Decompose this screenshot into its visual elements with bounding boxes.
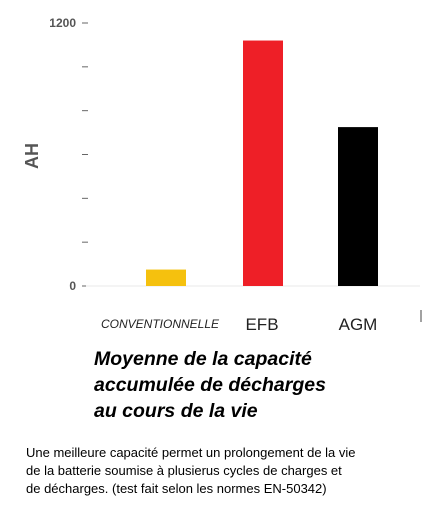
chart-caption: Moyenne de la capacité accumulée de déch… xyxy=(94,346,434,424)
caption-line: accumulée de décharges xyxy=(94,374,326,396)
category-label: AGM xyxy=(339,315,378,334)
bar-efb xyxy=(243,40,283,287)
note-line: de la batterie soumise à plusierus cycle… xyxy=(26,463,342,478)
caption-line: Moyenne de la capacité xyxy=(94,348,312,370)
category-label: EFB xyxy=(245,315,278,334)
category-label: CONVENTIONNELLE xyxy=(101,317,220,331)
bars xyxy=(146,40,378,287)
bar-chart: 0 1200 AH CONVENTIONNELLE EFB AGM xyxy=(22,16,422,334)
caption-line: au cours de la vie xyxy=(94,400,258,422)
y-axis: 0 1200 xyxy=(49,16,88,293)
bar-agm xyxy=(338,127,378,287)
bar-conventionnelle xyxy=(146,269,186,286)
y-tick-label: 1200 xyxy=(49,16,76,30)
category-labels: CONVENTIONNELLE EFB AGM xyxy=(101,315,377,334)
note-line: Une meilleure capacité permet un prolong… xyxy=(26,445,356,460)
y-axis-title: AH xyxy=(22,143,42,169)
description-note: Une meilleure capacité permet un prolong… xyxy=(26,444,438,498)
note-line: de décharges. (test fait selon les norme… xyxy=(26,481,327,496)
y-tick-label: 0 xyxy=(69,279,76,293)
